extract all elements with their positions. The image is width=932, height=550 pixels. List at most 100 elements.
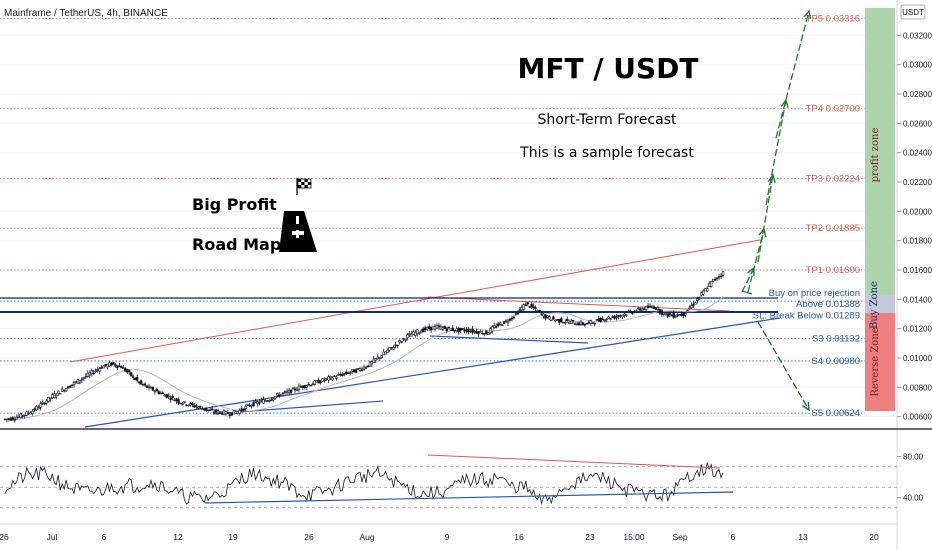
candle-body (577, 322, 581, 326)
time-tick-label: 23 (585, 532, 595, 542)
candle-body (153, 390, 157, 393)
level-label: S3 0.01132 (812, 334, 860, 345)
candle-body (638, 308, 642, 311)
time-tick-label: 6 (731, 532, 736, 542)
candle-body (481, 332, 484, 335)
candle-body (82, 377, 86, 379)
candle-body (536, 310, 539, 312)
candle-body (161, 392, 164, 394)
candle-body (388, 347, 391, 351)
level-label: TP2 0.01885 (806, 223, 860, 234)
candle-body (293, 388, 297, 391)
candle-body (248, 405, 251, 407)
mid-support-segment[interactable] (429, 335, 589, 344)
currency-badge[interactable] (900, 4, 926, 20)
candle-body (512, 316, 516, 319)
level-label: SL: Break Below 0.01289 (753, 311, 860, 322)
candle-body (666, 313, 669, 317)
candle-body (569, 320, 573, 324)
candle-body (392, 346, 395, 350)
candle-body (451, 327, 454, 331)
candle-body (130, 372, 133, 377)
candle-body (562, 321, 565, 324)
candle-body (459, 327, 462, 331)
oscillator-red-trendline[interactable] (427, 454, 721, 469)
candle-body (171, 395, 174, 398)
profit-zone-band (865, 8, 895, 295)
candle-body (92, 372, 95, 375)
candle-body (704, 288, 707, 292)
candle-body (690, 305, 693, 309)
candle-body (236, 411, 239, 414)
candle-body (72, 381, 76, 385)
oscillator-tick-label: 80.00 (903, 453, 924, 462)
chart-grid (0, 34, 897, 418)
arrow-to-tp5[interactable] (775, 10, 810, 139)
candle-body (364, 366, 368, 369)
candle-body (605, 318, 608, 321)
candle-body (370, 361, 374, 365)
candle-body (106, 364, 109, 368)
candle-body (400, 341, 403, 343)
candle-body (473, 330, 476, 333)
candle-body (118, 365, 121, 367)
candle-body (676, 314, 679, 317)
candle-body (376, 356, 380, 360)
candle-body (15, 416, 19, 420)
level-label: TP1 0.01600 (806, 265, 860, 276)
candle-body (378, 357, 381, 359)
candle-body (159, 392, 163, 395)
level-label: S4 0.00980 (811, 356, 860, 367)
candle-body (656, 307, 660, 310)
candle-body (658, 309, 662, 314)
rising-support-trendline[interactable] (84, 317, 781, 428)
candle-body (230, 412, 234, 416)
candle-body (410, 333, 413, 337)
arrow-to-tp3[interactable] (757, 174, 774, 263)
candle-body (414, 331, 417, 336)
candle-body (593, 322, 596, 325)
candle-body (597, 318, 600, 322)
arrow-to-tp4[interactable] (765, 99, 787, 206)
candle-body (110, 362, 113, 366)
candle-body (264, 400, 267, 402)
candle-body (686, 309, 689, 312)
candle-body (589, 320, 593, 324)
candle-body (197, 406, 200, 409)
candle-body (187, 404, 190, 407)
arrow-to-s5[interactable] (757, 321, 810, 411)
arrow-to-tp3-head (767, 173, 776, 183)
candle-body (530, 303, 533, 307)
candle-body (528, 306, 531, 308)
candle-body (526, 302, 529, 305)
arrow-to-tp1[interactable] (741, 267, 755, 293)
time-tick-label: 20 (869, 532, 879, 542)
candle-body (246, 404, 249, 406)
forecast-subtitle: Short-Term Forecast (538, 112, 677, 128)
candle-body (483, 333, 486, 335)
candle-body (19, 413, 22, 419)
candle-body (341, 374, 344, 377)
candle-body (544, 314, 547, 319)
candle-body (445, 328, 449, 331)
candle-body (684, 313, 687, 316)
candle-body (51, 394, 54, 399)
candle-body (9, 417, 13, 421)
upper-red-trendline[interactable] (69, 239, 761, 363)
candle-body (441, 327, 445, 330)
candle-body (425, 326, 429, 330)
candle-body (321, 378, 324, 382)
descending-red-trendline[interactable] (427, 296, 731, 312)
candle-body (173, 399, 176, 402)
candle-body (642, 308, 646, 310)
candle-body (581, 322, 585, 326)
oscillator-blue-trendline[interactable] (204, 491, 734, 504)
candle-body (500, 324, 504, 327)
candle-body (420, 330, 423, 334)
candle-body (623, 313, 626, 316)
